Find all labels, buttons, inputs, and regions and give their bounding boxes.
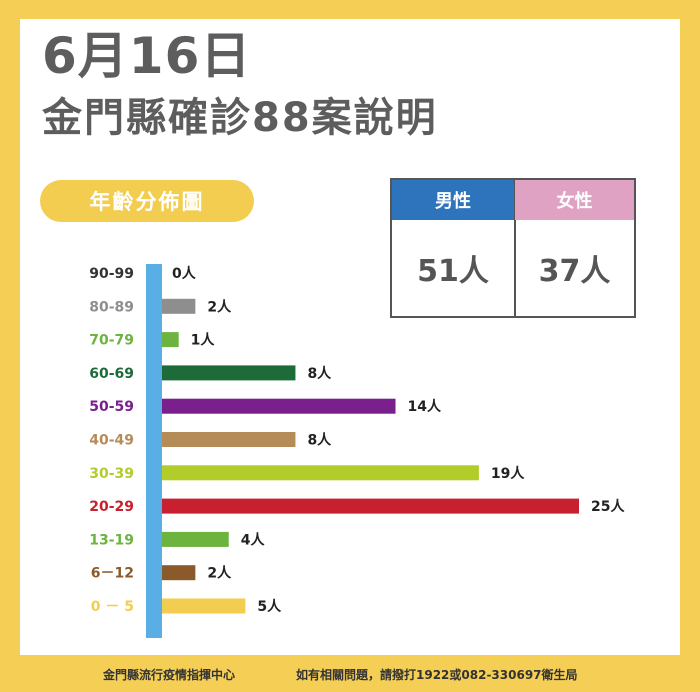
section-label-pill: 年齡分佈圖 — [40, 180, 254, 222]
female-header: 女性 — [515, 180, 634, 220]
value-label: 0人 — [172, 265, 197, 282]
bar — [162, 432, 296, 447]
value-label: 14人 — [408, 398, 442, 415]
bar — [162, 598, 246, 614]
category-label: 0 － 5 — [91, 599, 134, 615]
bar — [162, 365, 296, 381]
value-label: 1人 — [191, 332, 216, 349]
page-title: 金門縣確診88案說明 — [42, 95, 438, 141]
value-label: 4人 — [241, 531, 266, 548]
bar — [162, 531, 229, 547]
category-label: 90-99 — [89, 266, 134, 282]
category-label: 20-29 — [89, 499, 134, 515]
category-label: 40-49 — [89, 433, 134, 449]
category-label: 80-89 — [89, 299, 134, 315]
bar — [162, 398, 396, 414]
bar — [162, 332, 179, 348]
value-label: 2人 — [207, 565, 232, 582]
female-column: 女性 37人 — [515, 180, 634, 316]
content-panel — [20, 19, 680, 655]
value-label: 2人 — [207, 298, 232, 315]
footer-contact: 如有相關問題，請撥打1922或082-330697衛生局 — [296, 668, 578, 682]
value-label: 19人 — [491, 465, 525, 482]
footer-organization: 金門縣流行疫情指揮中心 — [103, 668, 236, 682]
value-label: 25人 — [591, 498, 625, 515]
bar — [162, 298, 196, 314]
bar — [162, 498, 579, 514]
gender-summary-table: 男性 51人 女性 37人 — [390, 178, 636, 318]
value-label: 8人 — [307, 432, 332, 449]
bar — [162, 565, 196, 581]
y-axis-bar — [146, 264, 162, 638]
male-column: 男性 51人 — [392, 180, 516, 316]
category-label: 60-69 — [89, 366, 134, 382]
category-label: 50-59 — [89, 399, 134, 415]
category-label: 13-19 — [89, 532, 134, 548]
value-label: 5人 — [257, 598, 282, 615]
bar — [162, 465, 479, 481]
male-count: 51人 — [417, 254, 489, 289]
male-header: 男性 — [392, 180, 514, 220]
value-label: 8人 — [307, 365, 332, 382]
category-label: 70-79 — [89, 333, 134, 349]
female-count: 37人 — [538, 254, 611, 289]
category-label: 6－12 — [91, 566, 134, 582]
category-label: 30-39 — [89, 466, 134, 482]
footer: 金門縣流行疫情指揮中心 如有相關問題，請撥打1922或082-330697衛生局 — [0, 655, 700, 692]
title-date: 6月16日 — [42, 27, 252, 85]
